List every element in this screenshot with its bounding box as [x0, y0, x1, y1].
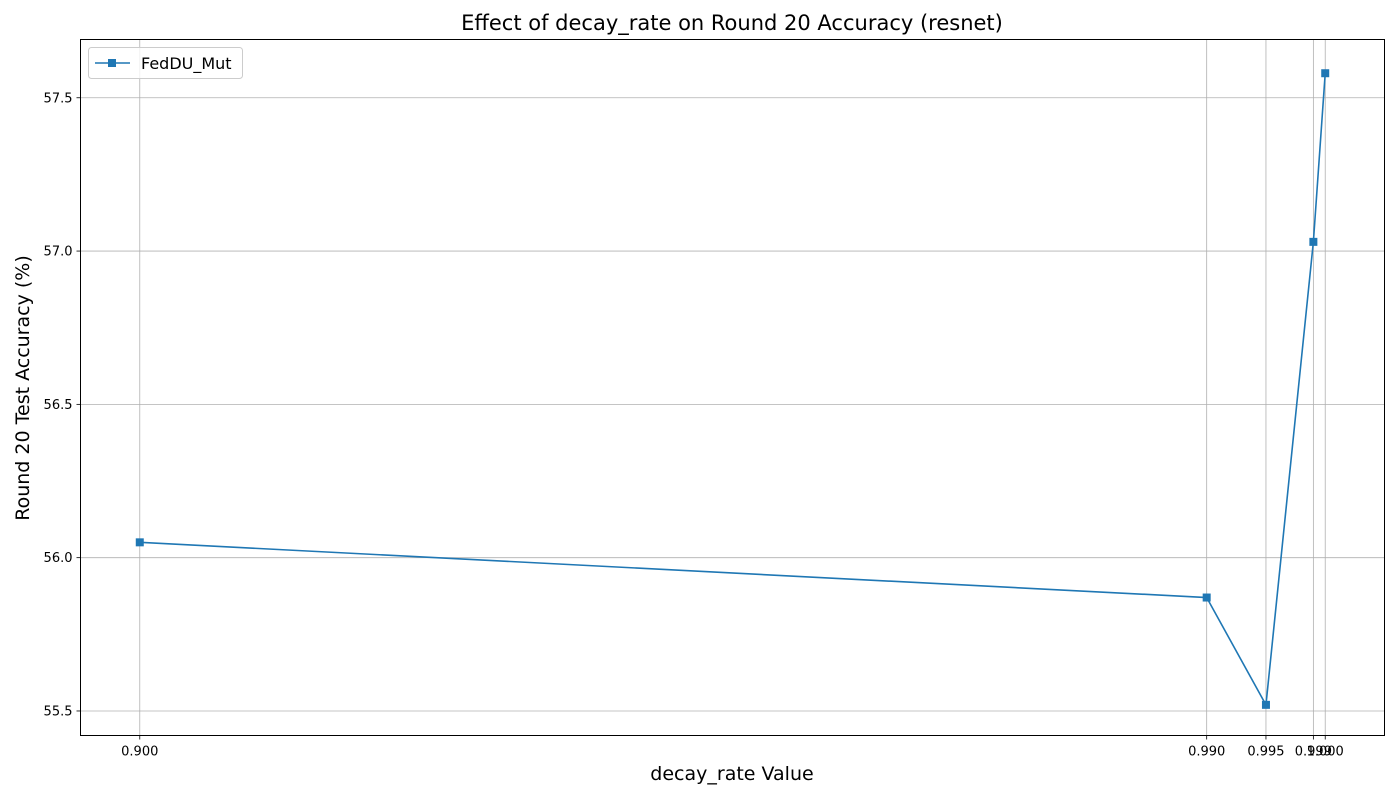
data-point — [1261, 700, 1270, 709]
y-tick-label: 57.0 — [44, 245, 73, 260]
x-tick-label: 1.000 — [1307, 745, 1344, 760]
chart-title: Effect of decay_rate on Round 20 Accurac… — [461, 11, 1003, 36]
legend-marker-swatch — [108, 59, 116, 67]
x-tick-label: 0.990 — [1188, 745, 1225, 760]
data-point — [1202, 593, 1211, 602]
y-tick-label: 56.0 — [44, 551, 73, 566]
plot-frame — [80, 39, 1385, 736]
legend: FedDU_Mut — [88, 47, 243, 79]
data-point — [1309, 237, 1318, 246]
x-tick-label: 0.999 — [1295, 745, 1332, 760]
y-axis-title: Round 20 Test Accuracy (%) — [12, 255, 34, 521]
series-layer — [135, 69, 1330, 709]
legend-label: FedDU_Mut — [141, 54, 232, 74]
x-axis-title: decay_rate Value — [650, 763, 813, 785]
x-tick-label: 0.900 — [121, 745, 158, 760]
y-tick-label: 56.5 — [44, 398, 73, 413]
data-point — [135, 538, 144, 547]
y-tick-label: 55.5 — [44, 704, 73, 719]
legend-box — [88, 47, 243, 79]
x-tick-label: 0.995 — [1247, 745, 1284, 760]
data-point — [1321, 69, 1330, 78]
grid — [80, 39, 1385, 736]
y-tick-label: 57.5 — [44, 91, 73, 106]
